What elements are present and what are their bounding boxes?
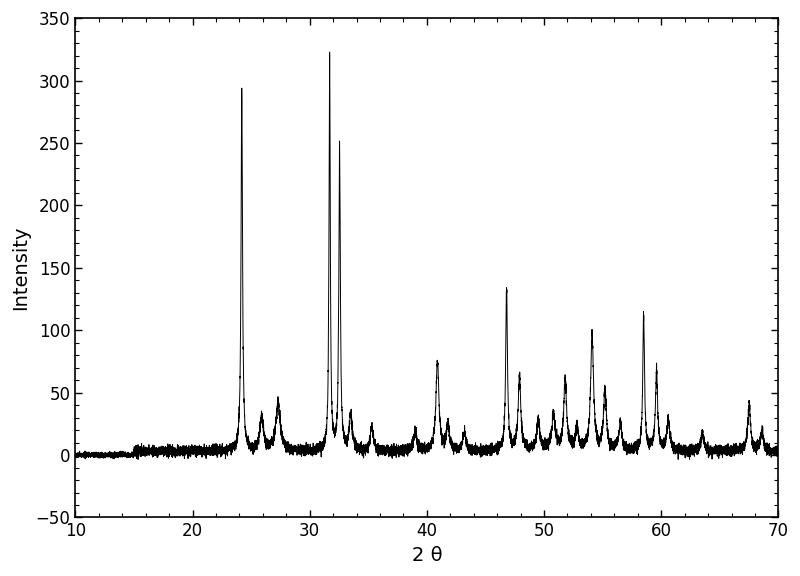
- X-axis label: 2 θ: 2 θ: [411, 546, 442, 565]
- Y-axis label: Intensity: Intensity: [11, 226, 30, 310]
